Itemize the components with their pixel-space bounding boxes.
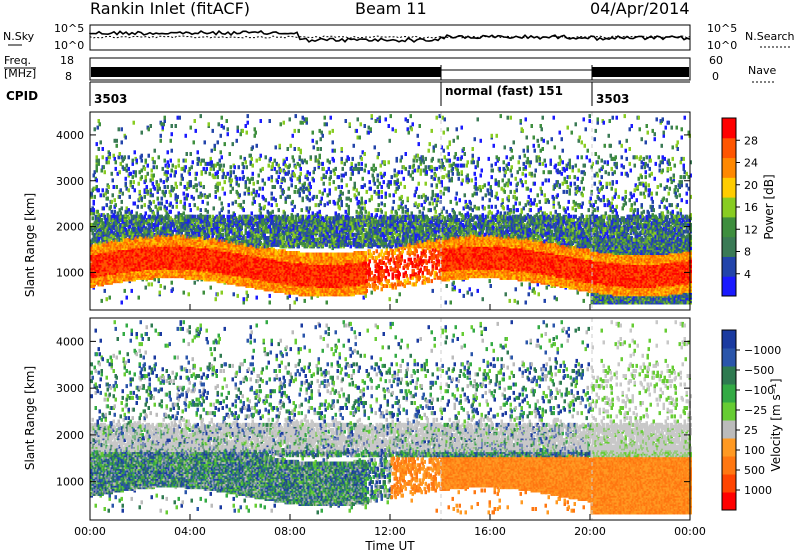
- colorbar-swatch: [722, 177, 736, 197]
- velocity-heatmap: [91, 320, 693, 514]
- colorbar-tick-label: 25: [744, 424, 758, 437]
- x-tick-label: 12:00: [374, 525, 406, 538]
- freq-label-line1: Freq.: [4, 54, 31, 67]
- colorbar-swatch: [722, 330, 736, 349]
- noise-tick-bottom-right: 10^0: [707, 39, 737, 52]
- colorbar-swatch: [722, 237, 736, 257]
- date-title: 04/Apr/2014: [590, 0, 690, 18]
- noise-tick-top-left: 10^5: [54, 22, 84, 35]
- x-tick-label: 04:00: [174, 525, 206, 538]
- rti-figure: Rankin Inlet (fitACF) Beam 11 04/Apr/201…: [0, 0, 800, 554]
- power-ylabel: Slant Range [km]: [23, 193, 37, 297]
- colorbar-swatch: [722, 402, 736, 421]
- velocity-ylabel: Slant Range [km]: [23, 366, 37, 470]
- colorbar-swatch: [722, 438, 736, 457]
- y-tick-label: 4000: [56, 335, 84, 348]
- y-tick-label: 4000: [56, 129, 84, 142]
- y-tick-label: 3000: [56, 175, 84, 188]
- nave-label: Nave: [748, 64, 776, 77]
- cpid-segment-1: 3503: [94, 92, 127, 106]
- colorbar-swatch: [722, 474, 736, 493]
- freq-nave-panel: Freq. [MHz] 18 8 60 0 Nave: [4, 54, 776, 83]
- y-tick-label: 2000: [56, 429, 84, 442]
- nsearch-label: N.Search: [745, 30, 795, 43]
- y-tick-label: 1000: [56, 476, 84, 489]
- colorbar-tick-label: 20: [744, 179, 758, 192]
- noise-tick-bottom-left: 10^0: [54, 39, 84, 52]
- colorbar-tick-label: 16: [744, 201, 758, 214]
- noise-panel: N.Sky N.Search 10^5 10^0 10^5 10^0: [3, 22, 795, 52]
- nave-band-1: [91, 67, 441, 77]
- cpid-label: CPID: [6, 89, 38, 103]
- freq-label-line2: [MHz]: [4, 67, 36, 80]
- colorbar-tick-label: 500: [744, 464, 765, 477]
- colorbar-tick-label: 28: [744, 134, 758, 147]
- nave-band-2: [592, 67, 689, 77]
- colorbar-tick-label: 1000: [744, 484, 772, 497]
- x-tick-label: 00:00: [74, 525, 106, 538]
- colorbar-swatch: [722, 217, 736, 237]
- colorbar-tick-label: 8: [744, 246, 751, 259]
- colorbar-swatch: [722, 158, 736, 178]
- x-tick-label: 20:00: [574, 525, 606, 538]
- colorbar-swatch: [722, 138, 736, 158]
- beam-title: Beam 11: [355, 0, 427, 18]
- colorbar-swatch: [722, 348, 736, 367]
- station-title: Rankin Inlet (fitACF): [90, 0, 250, 18]
- nave-tick-top: 60: [709, 54, 723, 67]
- x-tick-label: 16:00: [474, 525, 506, 538]
- colorbar-tick-label: 100: [744, 444, 765, 457]
- colorbar-swatch: [722, 276, 736, 296]
- power-colorbar: 4 8 12 16 20 24 28 Power [dB]: [722, 118, 776, 297]
- colorbar-swatch: [722, 492, 736, 511]
- colorbar-swatch: [722, 456, 736, 475]
- velocity-panel: 1000 2000 3000 4000 00:00 04:00 08:00 12:00 16:0…: [23, 318, 706, 553]
- colorbar-tick-label: −25: [744, 404, 767, 417]
- cpid-panel: CPID 3503 normal (fast) 151 3503: [6, 82, 690, 106]
- cpid-segment-2: normal (fast) 151: [445, 84, 563, 98]
- x-tick-label: 08:00: [274, 525, 306, 538]
- cpid-segment-3: 3503: [596, 92, 629, 106]
- colorbar-swatch: [722, 420, 736, 439]
- freq-tick-top: 18: [60, 54, 74, 67]
- colorbar-tick-label: −1000: [744, 344, 781, 357]
- nsky-label: N.Sky: [3, 30, 35, 43]
- colorbar-swatch: [722, 256, 736, 276]
- power-heatmap: [91, 114, 693, 304]
- colorbar-swatch: [722, 384, 736, 403]
- velocity-colorbar-label: Velocity [m s⁻¹]: [769, 378, 783, 471]
- y-tick-label: 1000: [56, 266, 84, 279]
- xaxis-title: Time UT: [364, 539, 415, 553]
- noise-tick-top-right: 10^5: [707, 22, 737, 35]
- y-tick-label: 3000: [56, 382, 84, 395]
- power-panel: 1000 2000 3000 4000 Slant Range [km]: [23, 112, 692, 310]
- freq-tick-bottom: 8: [65, 70, 72, 83]
- y-tick-label: 2000: [56, 221, 84, 234]
- colorbar-swatch: [722, 366, 736, 385]
- nave-tick-bottom: 0: [712, 70, 719, 83]
- colorbar-tick-label: 24: [744, 157, 758, 170]
- power-colorbar-label: Power [dB]: [762, 174, 776, 239]
- colorbar-swatch: [722, 118, 736, 138]
- colorbar-tick-label: 4: [744, 268, 751, 281]
- colorbar-tick-label: 12: [744, 223, 758, 236]
- x-tick-label: 00:00: [674, 525, 706, 538]
- colorbar-swatch: [722, 197, 736, 217]
- colorbar-tick-label: −500: [744, 364, 774, 377]
